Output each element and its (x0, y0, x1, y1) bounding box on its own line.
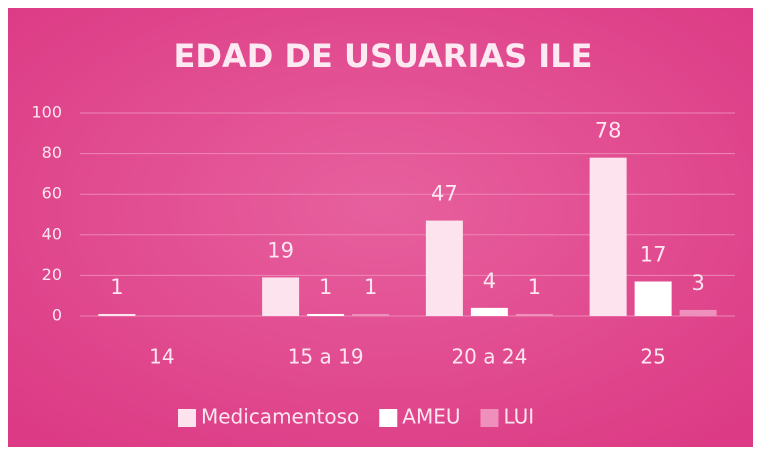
data-label: 1 (110, 275, 123, 299)
chart-title: EDAD DE USUARIAS ILE (174, 37, 593, 75)
y-tick-label: 20 (42, 265, 62, 284)
y-tick-label: 80 (42, 143, 62, 162)
bar (589, 157, 627, 316)
data-label: 1 (364, 275, 377, 299)
bar (679, 309, 717, 316)
bar (425, 220, 463, 316)
bar (470, 307, 508, 316)
bar (262, 277, 300, 316)
legend-swatch (379, 409, 398, 427)
data-label: 1 (528, 275, 541, 299)
data-label: 19 (267, 238, 294, 262)
legend-label: LUI (503, 405, 534, 429)
x-tick-label: 25 (640, 345, 665, 369)
bar (98, 313, 136, 316)
data-label: 4 (483, 269, 496, 293)
x-tick-label: 15 a 19 (288, 345, 364, 369)
y-tick-label: 40 (42, 224, 62, 243)
data-label: 1 (319, 275, 332, 299)
bar (352, 313, 390, 316)
bar (515, 313, 553, 316)
bar (634, 281, 672, 316)
data-label: 17 (640, 242, 667, 266)
legend-label: AMEU (402, 405, 460, 429)
legend-label: Medicamentoso (201, 405, 359, 429)
legend-swatch (178, 409, 196, 427)
x-tick-label: 20 a 24 (451, 345, 527, 369)
bar (307, 313, 345, 316)
y-tick-label: 60 (42, 184, 62, 203)
y-tick-label: 100 (31, 103, 62, 122)
data-label: 3 (691, 271, 704, 295)
legend-swatch (480, 409, 499, 427)
y-tick-label: 0 (52, 306, 62, 325)
x-tick-label: 14 (149, 345, 174, 369)
data-label: 47 (431, 182, 458, 206)
data-label: 78 (595, 119, 622, 143)
chart-background (8, 8, 753, 447)
